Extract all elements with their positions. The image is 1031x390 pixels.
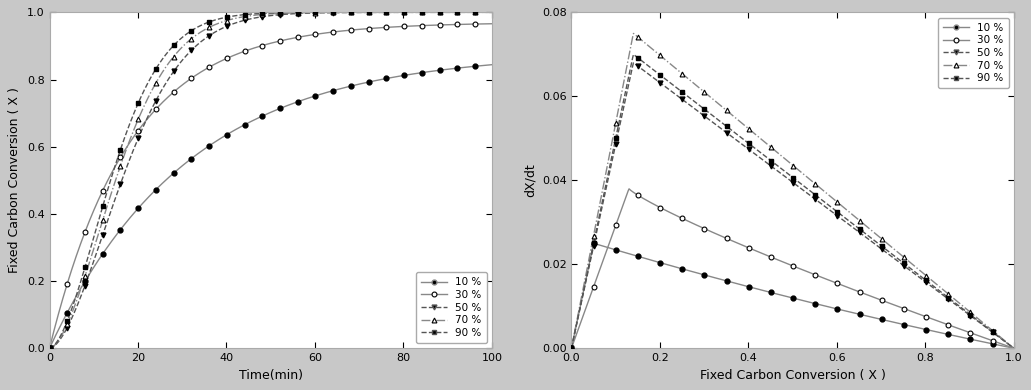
X-axis label: Fixed Carbon Conversion ( X ): Fixed Carbon Conversion ( X )	[700, 369, 886, 382]
Legend: 10 %, 30 %, 50 %, 70 %, 90 %: 10 %, 30 %, 50 %, 70 %, 90 %	[415, 272, 487, 343]
X-axis label: Time(min): Time(min)	[239, 369, 303, 382]
Legend: 10 %, 30 %, 50 %, 70 %, 90 %: 10 %, 30 %, 50 %, 70 %, 90 %	[937, 18, 1008, 89]
Y-axis label: dX/dt: dX/dt	[524, 163, 536, 197]
Y-axis label: Fixed Carbon Conversion ( X ): Fixed Carbon Conversion ( X )	[8, 87, 22, 273]
